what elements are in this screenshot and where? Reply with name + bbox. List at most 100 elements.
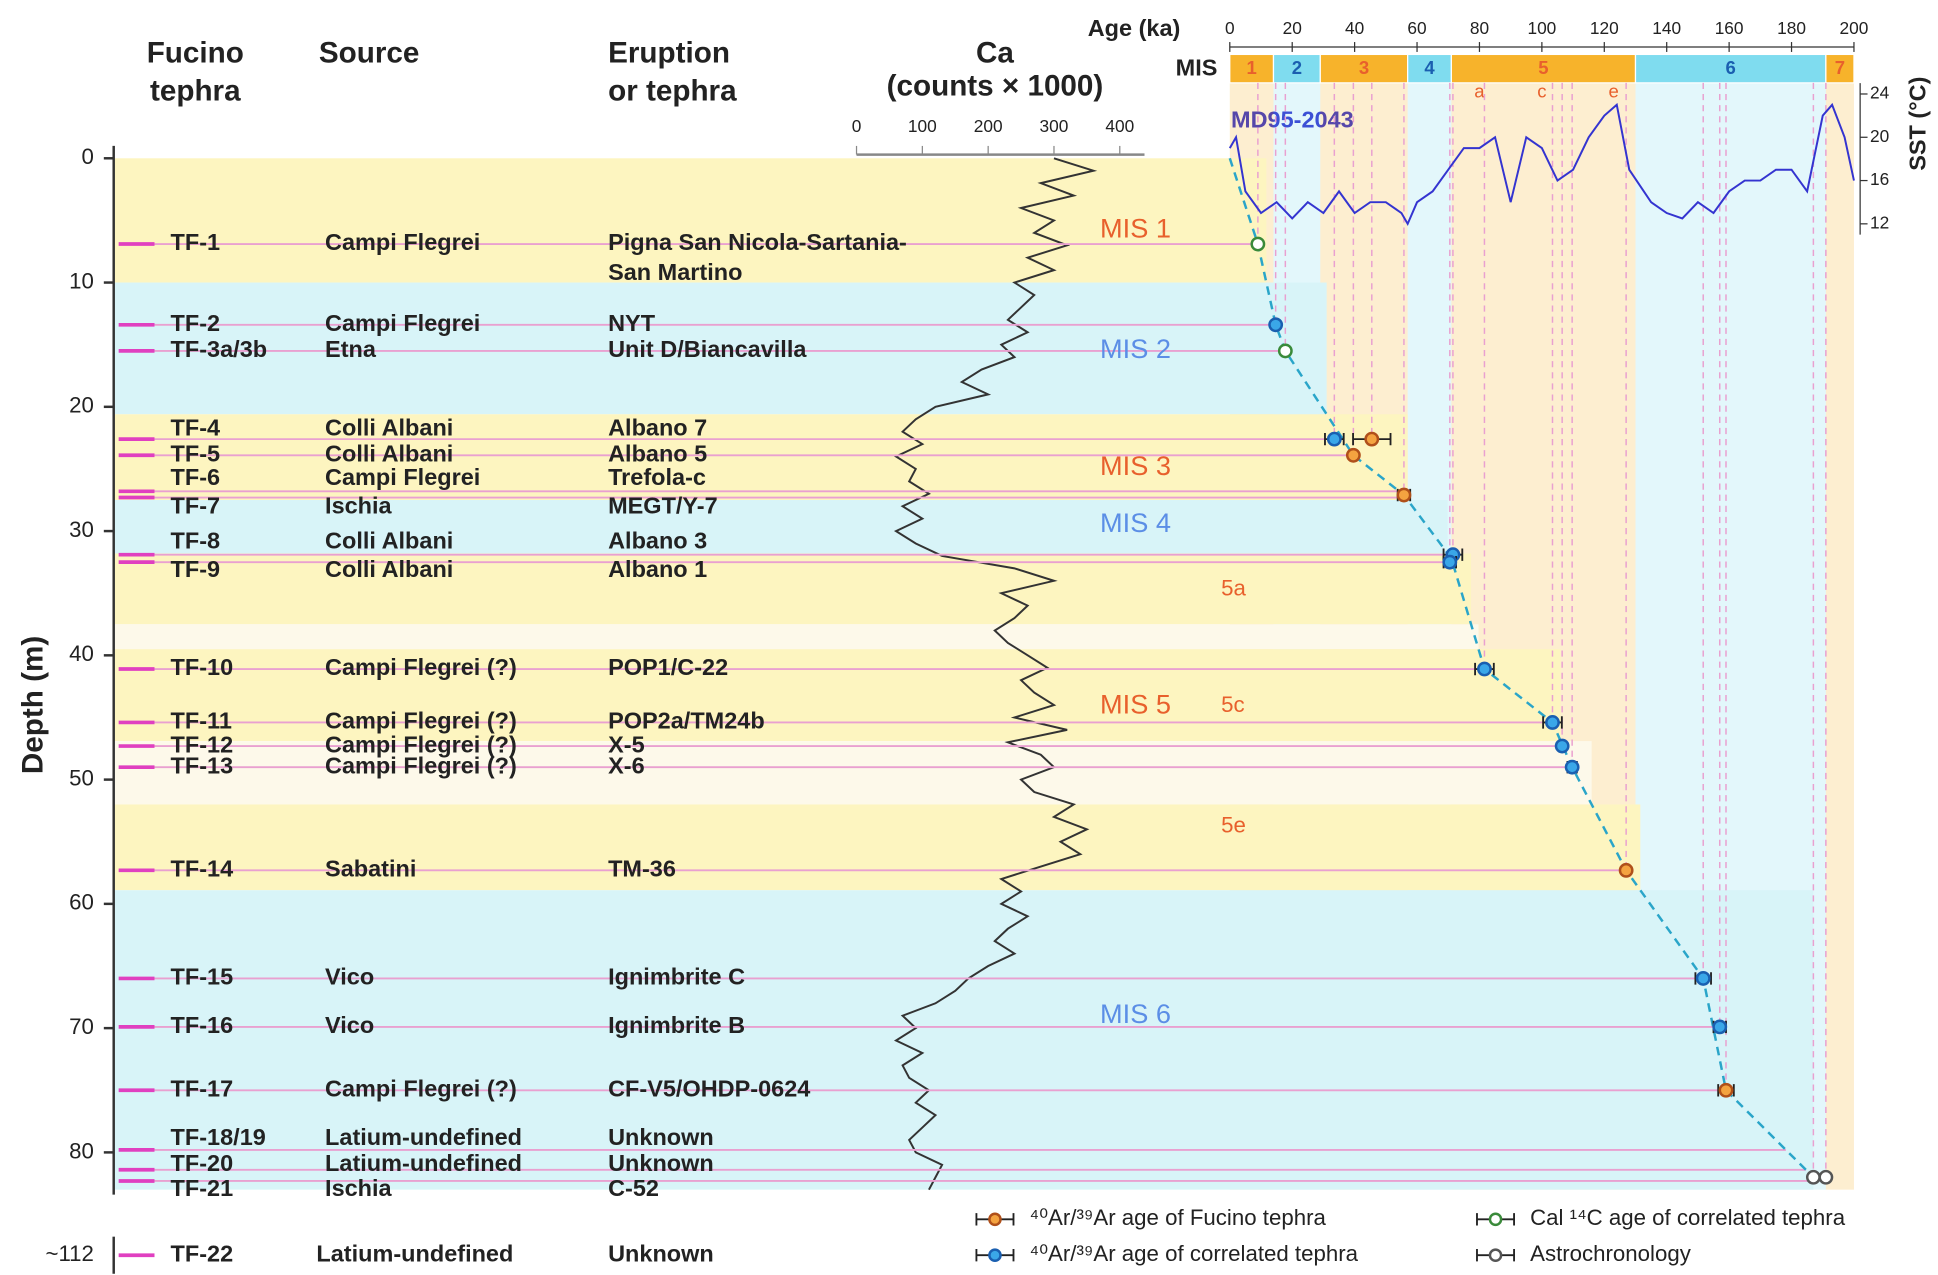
mis-band [113, 804, 1641, 891]
age-point [1695, 971, 1711, 986]
tephra-eruption: Albano 3 [608, 528, 707, 554]
tephra-name: TF-11 [171, 708, 232, 734]
tephra-name: TF-12 [171, 731, 234, 757]
age-tick-label: 160 [1715, 18, 1744, 38]
age-tick-label: 80 [1470, 18, 1489, 38]
sst-curve [1228, 102, 1855, 227]
age-point [1477, 661, 1492, 677]
ca-tick-label: 400 [1105, 116, 1134, 136]
tephra-name: TF-9 [171, 556, 221, 582]
mis-substage: e [1608, 81, 1618, 102]
ca-tick-label: 200 [974, 116, 1003, 136]
tephra-eruption: Pigna San Nicola-Sartania- [608, 229, 907, 255]
depth-label: ~112 [45, 1241, 93, 1266]
tephra-name: TF-4 [171, 414, 221, 440]
age-model [1228, 157, 1815, 1179]
tephra-source: Latium-undefined [325, 1124, 522, 1150]
tephra-eruption: Unknown [608, 1150, 714, 1176]
legend-icon [1488, 1248, 1503, 1263]
depth-tick-label: 10 [69, 268, 94, 293]
tephra-eruption: Ignimbrite C [608, 964, 745, 990]
sst-tick-label: 20 [1870, 126, 1889, 146]
mis-segment-label: 5 [1538, 57, 1548, 78]
mis-segment-label: 7 [1835, 57, 1845, 78]
age-point [1250, 236, 1266, 252]
legend-label: Astrochronology [1530, 1241, 1692, 1266]
tephra-eruption: X-6 [608, 752, 645, 778]
mis-band [113, 500, 1448, 554]
tephra-source: Campi Flegrei [325, 229, 480, 255]
mis-segment [1407, 53, 1452, 84]
tephra-source: Campi Flegrei (?) [325, 1075, 517, 1101]
tephra-eruption: TM-36 [608, 856, 676, 882]
age-point [1618, 862, 1634, 878]
mis-band [113, 741, 1592, 805]
sst-tick-label: 12 [1870, 212, 1889, 232]
mis-segment-label: 4 [1424, 57, 1435, 78]
tephra-name: TF-3a/3b [171, 336, 268, 362]
age-point [1545, 715, 1560, 730]
tephra-eruption: MEGT/Y-7 [608, 493, 718, 519]
mis-substage: a [1474, 81, 1485, 102]
tephra-source: Colli Albani [325, 528, 453, 554]
tephra-source: Colli Albani [325, 414, 453, 440]
tephra-eruption: NYT [608, 310, 656, 336]
mis-label: MIS [1176, 54, 1218, 80]
tephra-name: TF-2 [171, 310, 221, 336]
age-tick-label: 200 [1840, 18, 1869, 38]
mis-substage: c [1537, 81, 1546, 102]
tephra-eruption: Albano 1 [608, 556, 707, 582]
legend-label: ⁴⁰Ar/³⁹Ar age of correlated tephra [1030, 1241, 1359, 1266]
tephra-source: Ischia [325, 1175, 392, 1201]
age-tick-label: 180 [1777, 18, 1806, 38]
tephra-eruption: POP1/C-22 [608, 654, 728, 680]
age-point [1564, 759, 1580, 775]
band-label: MIS 5 [1100, 688, 1171, 719]
age-tick-label: 40 [1345, 18, 1364, 38]
band-label: MIS 2 [1100, 333, 1171, 364]
legend-icon [988, 1248, 1002, 1263]
tephra-name: TF-13 [171, 752, 234, 778]
age-point [1554, 738, 1570, 754]
mis-segment [1319, 53, 1409, 84]
age-point [1712, 1019, 1728, 1035]
mis-band [113, 282, 1327, 415]
age-tick-label: 0 [1225, 18, 1235, 38]
depth-tick-label: 80 [69, 1138, 94, 1163]
tephra-name: TF-10 [171, 654, 234, 680]
tephra-eruption: CF-V5/OHDP-0624 [608, 1075, 810, 1101]
age-axis-label: Age (ka) [1088, 15, 1181, 41]
mis-band [113, 649, 1561, 742]
sst-tick-label: 24 [1870, 83, 1890, 103]
depth-tick-label: 70 [69, 1014, 94, 1039]
age-tick-label: 60 [1407, 18, 1426, 38]
tephra-source: Ischia [325, 493, 392, 519]
mis-band [113, 158, 1267, 283]
tephra-name: TF-22 [171, 1240, 234, 1266]
tephra-eruption: Unknown [608, 1240, 714, 1266]
ca-tick-label: 0 [852, 116, 862, 136]
age-point [1364, 431, 1380, 447]
tephra-source: Etna [325, 336, 377, 362]
depth-tick-label: 60 [69, 890, 94, 915]
tephra-source: Vico [325, 1012, 374, 1038]
band-label: 5e [1221, 813, 1246, 838]
tephra-name: TF-21 [171, 1175, 234, 1201]
band-label: MIS 6 [1100, 998, 1171, 1029]
depth-tick-label: 0 [82, 144, 94, 169]
y-axis-label: Depth (m) [16, 636, 49, 774]
legend-icon [1488, 1212, 1503, 1227]
tephra-name: TF-7 [171, 493, 221, 519]
mis-segment-label: 1 [1246, 57, 1256, 78]
tephra-source: Campi Flegrei [325, 310, 480, 336]
header: or tephra [608, 75, 737, 108]
tephra-name: TF-14 [171, 856, 234, 882]
tephra-eruption: Ignimbrite B [608, 1012, 745, 1038]
tephra-source: Colli Albani [325, 440, 453, 466]
age-point [1277, 343, 1293, 359]
mis-segment [1450, 53, 1637, 84]
mis-segment [1825, 53, 1855, 84]
tephra-name: TF-16 [171, 1012, 234, 1038]
legend-label: Cal ¹⁴C age of correlated tephra [1530, 1205, 1846, 1230]
